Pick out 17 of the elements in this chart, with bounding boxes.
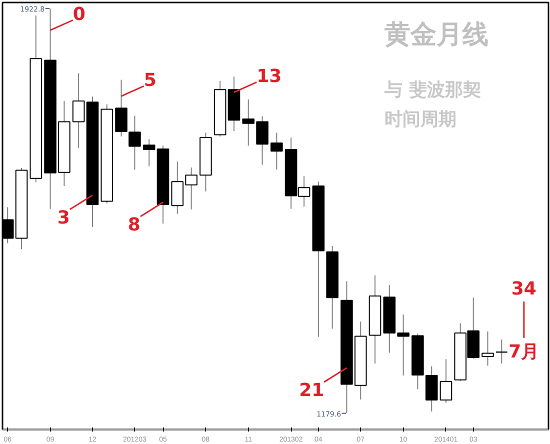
annotation: 5 — [144, 70, 156, 92]
candlestick — [482, 330, 494, 366]
annotation: 3 — [57, 207, 70, 228]
candlestick — [115, 79, 128, 137]
annotation: 7月 — [508, 342, 540, 363]
annotation: 21 — [299, 380, 324, 402]
annotation: 8 — [128, 214, 140, 236]
annotation: 0 — [72, 4, 86, 26]
text: 黄金月线 — [384, 20, 489, 50]
candlestick — [142, 138, 156, 167]
annotation: 13 — [256, 66, 282, 88]
candlestick — [440, 358, 452, 404]
candlestick — [128, 115, 141, 170]
candlestick — [270, 132, 283, 170]
candlestick — [72, 72, 85, 148]
annotation: 34 — [511, 278, 536, 300]
candlestick — [495, 339, 508, 364]
